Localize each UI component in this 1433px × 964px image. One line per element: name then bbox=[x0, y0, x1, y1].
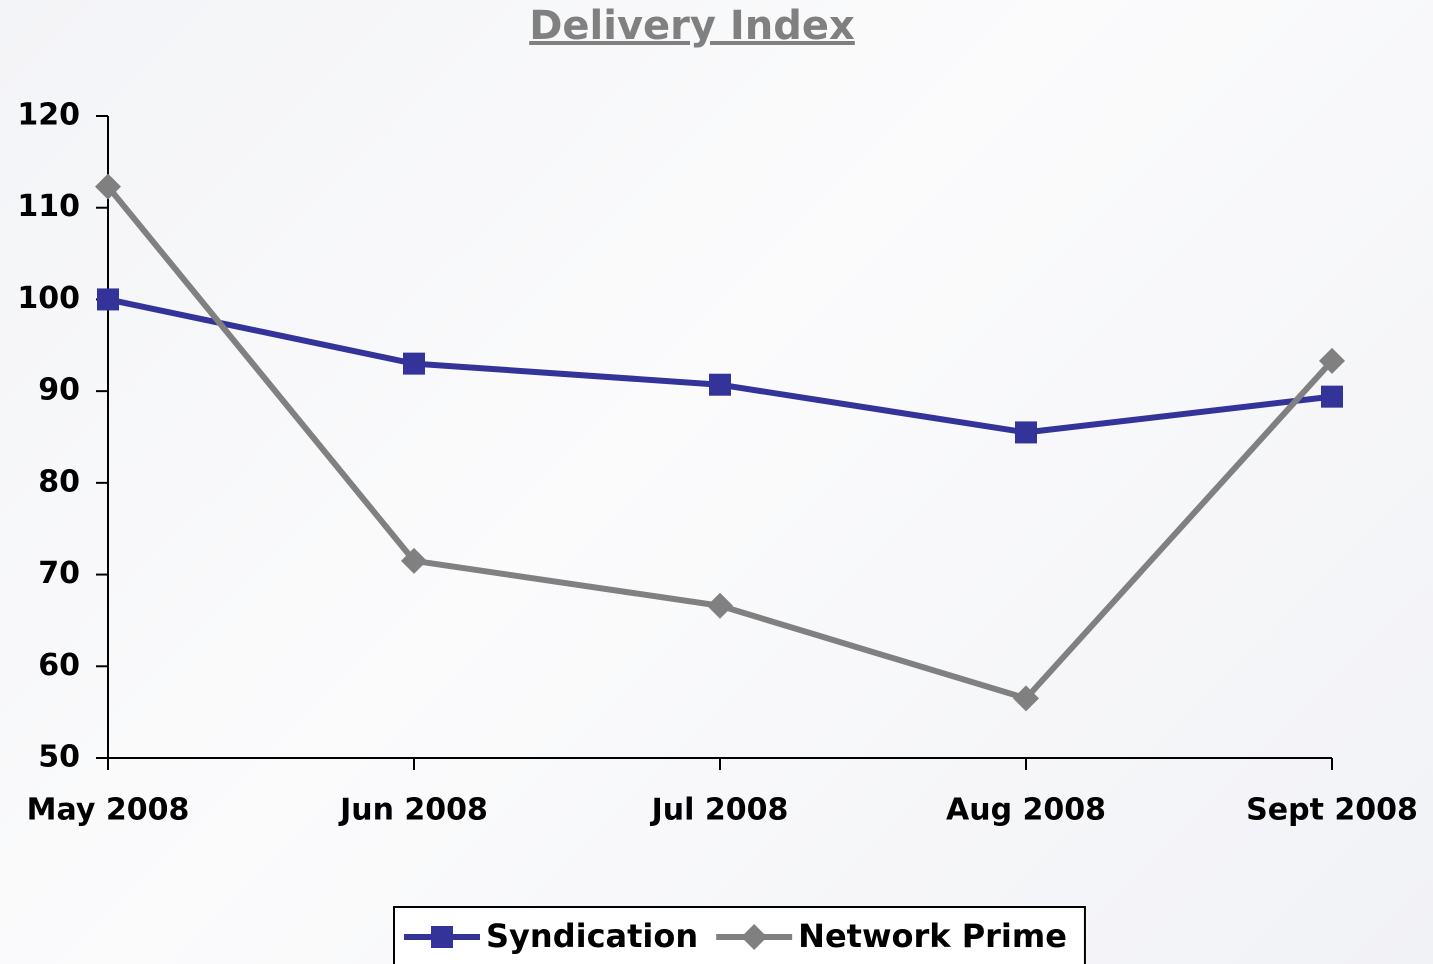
legend-label: Syndication bbox=[486, 917, 698, 955]
y-tick-label: 120 bbox=[17, 98, 80, 133]
x-tick-label: Jul 2008 bbox=[650, 793, 789, 828]
marker bbox=[1015, 421, 1037, 444]
x-tick-label: Sept 2008 bbox=[1246, 793, 1418, 828]
y-tick-label: 90 bbox=[38, 373, 80, 408]
x-tick-label: Jun 2008 bbox=[338, 793, 488, 828]
marker bbox=[1321, 385, 1343, 408]
marker bbox=[1013, 685, 1039, 712]
marker bbox=[431, 926, 453, 948]
legend-label: Network Prime bbox=[798, 917, 1067, 955]
y-tick-label: 110 bbox=[17, 189, 80, 224]
marker bbox=[709, 373, 731, 396]
marker bbox=[97, 288, 119, 311]
series-line bbox=[105, 184, 1335, 702]
x-tick-label: Aug 2008 bbox=[946, 793, 1106, 828]
marker bbox=[707, 592, 733, 619]
marker bbox=[403, 352, 425, 375]
chart-title: Delivery Index bbox=[529, 3, 855, 49]
legend: Syndication Network Prime bbox=[393, 906, 1086, 964]
marker bbox=[401, 547, 427, 574]
y-tick-label: 80 bbox=[38, 464, 80, 499]
y-tick-label: 60 bbox=[38, 648, 80, 683]
y-tick-label: 70 bbox=[38, 556, 80, 591]
marker bbox=[1319, 347, 1345, 374]
y-tick-label: 50 bbox=[38, 740, 80, 775]
marker bbox=[741, 924, 768, 950]
marker bbox=[95, 173, 121, 200]
y-tick-label: 100 bbox=[17, 281, 80, 316]
x-tick-label: May 2008 bbox=[27, 793, 190, 828]
